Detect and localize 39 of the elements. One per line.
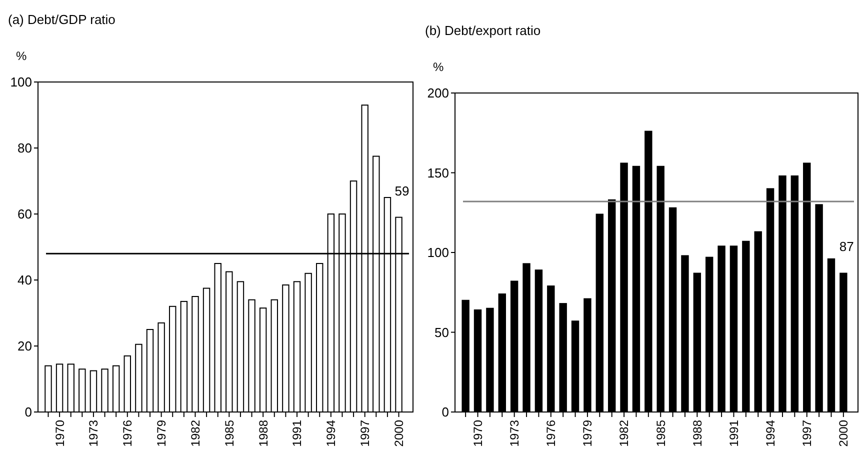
- y-tick-label: 80: [18, 140, 32, 156]
- x-tick-label: 1994: [324, 420, 338, 447]
- x-tick-label: 1976: [544, 420, 558, 447]
- y-tick-label: 50: [434, 324, 449, 340]
- y-tick-label: 20: [18, 338, 32, 354]
- x-tick-label: 1979: [580, 420, 595, 447]
- x-tick-label: 1994: [763, 420, 778, 447]
- x-tick-label: 1997: [358, 420, 372, 447]
- x-tick-label: 1988: [690, 420, 704, 447]
- x-tick-label: 1973: [86, 420, 101, 447]
- y-axis-title: %: [16, 49, 27, 63]
- y-tick-label: 60: [18, 206, 32, 222]
- x-tick-label: 1988: [256, 420, 270, 447]
- x-tick-label: 2000: [836, 420, 851, 447]
- y-tick-label: 100: [427, 245, 449, 260]
- y-tick-label: 150: [427, 165, 449, 180]
- y-tick-label: 0: [24, 404, 32, 420]
- y-tick-label: 40: [18, 272, 32, 288]
- annotation: 59: [394, 183, 410, 198]
- x-tick-label: 1976: [120, 420, 135, 447]
- x-tick-label: 1970: [52, 420, 67, 447]
- x-tick-label: 1991: [290, 420, 304, 447]
- y-tick-label: 100: [10, 74, 32, 90]
- x-tick-label: 1982: [188, 420, 202, 447]
- annotation: 87: [839, 239, 854, 254]
- y-tick-label: 0: [442, 404, 449, 420]
- x-tick-label: 2000: [392, 420, 406, 447]
- x-tick-label: 1985: [654, 420, 668, 447]
- y-tick-label: 200: [427, 86, 449, 101]
- x-tick-label: 1982: [617, 420, 632, 447]
- x-tick-label: 1985: [222, 420, 236, 447]
- x-tick-label: 1991: [726, 420, 741, 447]
- x-tick-label: 1979: [154, 420, 169, 447]
- x-tick-label: 1970: [470, 420, 485, 447]
- y-axis-title: %: [433, 60, 444, 74]
- chart-title: (b) Debt/export ratio: [425, 23, 541, 38]
- x-tick-label: 1997: [800, 420, 814, 447]
- x-tick-label: 1973: [508, 420, 522, 447]
- chart-title: (a) Debt/GDP ratio: [8, 12, 116, 27]
